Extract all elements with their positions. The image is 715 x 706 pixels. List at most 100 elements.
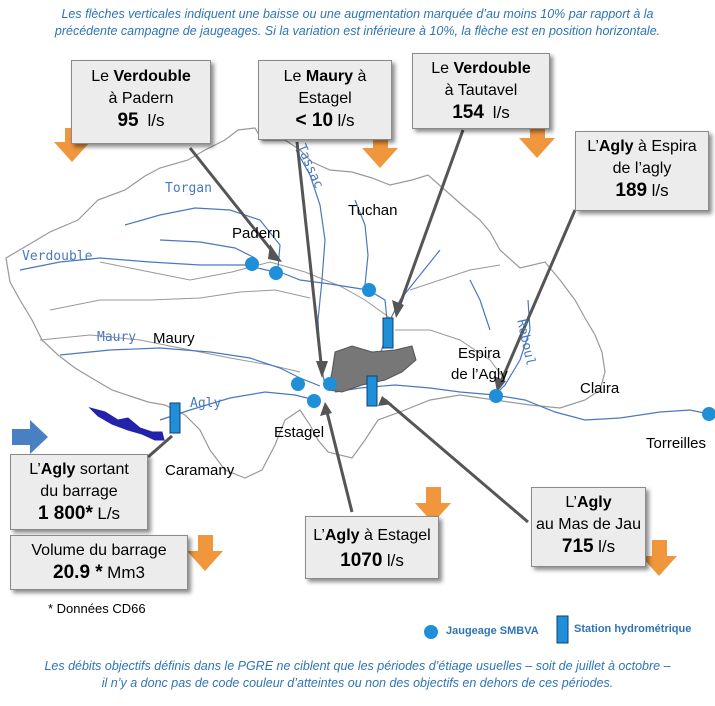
site-name: du barrage bbox=[40, 483, 118, 500]
gauge-point bbox=[702, 407, 715, 421]
arrowhead bbox=[316, 361, 328, 378]
town-caramany: Caramany bbox=[165, 462, 235, 479]
top-note: Les flèches verticales indiquent une bai… bbox=[0, 6, 715, 40]
box-prefix: Le bbox=[431, 60, 454, 77]
trend-arrow-down-masdejau bbox=[641, 540, 677, 576]
flow-value: 189 bbox=[615, 180, 648, 201]
trend-arrow-down-maury bbox=[362, 132, 398, 168]
reservoir bbox=[88, 407, 165, 441]
gauge-point bbox=[489, 389, 503, 403]
station-masdejau bbox=[366, 375, 378, 407]
river-name: Verdouble bbox=[113, 68, 191, 85]
top-note-line2: précédente campagne de jaugeages. Si la … bbox=[54, 24, 661, 38]
volume-unit: Mm3 bbox=[107, 563, 145, 582]
box-verdouble-padern: Le Verdouble à Padern 95 l/s bbox=[71, 60, 211, 144]
flow-value: 1 800* bbox=[37, 503, 93, 524]
site-name: au Mas de Jau bbox=[536, 516, 641, 533]
legend-station-symbol bbox=[556, 615, 569, 644]
river-label-torgan: Torgan bbox=[165, 181, 212, 196]
arrowhead bbox=[378, 396, 392, 406]
trend-arrow-down-padern bbox=[54, 128, 90, 162]
volume-label: Volume du barrage bbox=[31, 542, 167, 559]
subbasin-line bbox=[99, 261, 391, 319]
subbasin-line bbox=[49, 289, 311, 311]
site-name: Estagel bbox=[298, 90, 352, 107]
arrowhead bbox=[268, 244, 282, 262]
gauge-point bbox=[362, 283, 376, 297]
trend-arrow-down-estagel bbox=[415, 487, 451, 523]
arrowhead bbox=[494, 376, 506, 392]
box-prefix: Le bbox=[283, 68, 306, 85]
river-label-maury: Maury bbox=[97, 330, 137, 345]
flow-value: 154 bbox=[452, 102, 484, 123]
pointer-tautavel bbox=[396, 129, 465, 311]
town-estagel: Estagel bbox=[274, 424, 325, 441]
river-label-agly: Agly bbox=[190, 396, 222, 411]
flow-value: 1070 bbox=[340, 550, 383, 571]
bottom-note-line2: il n’y a donc pas de code couleur d’atte… bbox=[101, 676, 614, 690]
legend-station: Station hydrométrique bbox=[574, 623, 692, 635]
trend-arrow-right-barrage bbox=[12, 420, 48, 454]
flow-unit: l/s bbox=[598, 537, 616, 556]
town-espira: Espira bbox=[458, 345, 501, 362]
river-name: Agly bbox=[40, 461, 76, 478]
box-agly-masdejau: L’Agly au Mas de Jau 715 l/s bbox=[531, 487, 646, 567]
arrowhead bbox=[392, 300, 404, 318]
town-tuchan: Tuchan bbox=[348, 202, 398, 219]
legend-gauge-symbol bbox=[424, 625, 438, 639]
pointer-padern bbox=[188, 147, 278, 257]
arrowhead bbox=[320, 402, 332, 416]
trend-arrow-down-tautavel bbox=[519, 122, 555, 158]
box-verdouble-tautavel: Le Verdouble à Tautavel 154 l/s bbox=[412, 53, 550, 129]
box-prefix: L’ bbox=[29, 461, 41, 478]
flow-unit: l/s bbox=[147, 111, 165, 130]
flow-value: 715 bbox=[561, 536, 594, 557]
station-tautavel bbox=[382, 317, 394, 349]
flow-unit: l/s bbox=[337, 111, 355, 130]
top-note-line1: Les flèches verticales indiquent une bai… bbox=[61, 7, 654, 21]
box-prefix: L’ bbox=[565, 494, 577, 511]
box-agly-barrage: L’Agly sortant du barrage 1 800* L/s bbox=[10, 454, 148, 530]
flow-unit: l/s bbox=[651, 181, 669, 200]
river-name: Agly bbox=[576, 494, 612, 511]
gauge-point bbox=[291, 377, 305, 391]
pointer-masdejau bbox=[384, 398, 529, 524]
box-suffix: à bbox=[353, 68, 367, 85]
pointer-espira bbox=[498, 209, 577, 385]
box-suffix: sortant bbox=[75, 461, 129, 478]
pointer-estagel bbox=[325, 411, 354, 513]
box-suffix: à Espira bbox=[633, 138, 697, 155]
gauge-point bbox=[245, 257, 259, 271]
river-name: Verdouble bbox=[453, 60, 531, 77]
flow-unit: L/s bbox=[97, 504, 121, 523]
bottom-note-line1: Les débits objectifs définis dans le PGR… bbox=[44, 659, 671, 673]
box-prefix: L’ bbox=[587, 138, 599, 155]
box-suffix: à Estagel bbox=[359, 527, 431, 544]
box-prefix: L’ bbox=[313, 527, 325, 544]
box-volume-barrage: Volume du barrage 20.9 * Mm3 bbox=[10, 535, 188, 590]
gauge-point bbox=[323, 377, 337, 391]
footnote-cd66: * Données CD66 bbox=[48, 601, 146, 616]
flow-unit: l/s bbox=[492, 103, 510, 122]
box-prefix: Le bbox=[91, 68, 114, 85]
site-name: à Tautavel bbox=[444, 82, 518, 99]
subbasin-line bbox=[395, 329, 506, 381]
box-agly-espira: L’Agly à Espira de l’agly 189 l/s bbox=[575, 131, 709, 211]
river-name: Agly bbox=[598, 138, 634, 155]
site-name: de l’agly bbox=[612, 160, 672, 177]
subbasin-line bbox=[409, 264, 501, 291]
flow-unit: l/s bbox=[386, 551, 404, 570]
volume-value: 20.9 * bbox=[53, 562, 103, 583]
flow-value: < 10 bbox=[295, 110, 334, 131]
pointer-maury bbox=[295, 141, 324, 373]
station-barrage bbox=[169, 402, 181, 434]
flow-value: 95 bbox=[117, 110, 139, 131]
bottom-note: Les débits objectifs définis dans le PGR… bbox=[0, 658, 715, 692]
box-maury-estagel: Le Maury à Estagel < 10 l/s bbox=[258, 60, 392, 140]
town-claira: Claira bbox=[580, 380, 620, 397]
town-torreilles: Torreilles bbox=[646, 435, 707, 452]
river-name: Maury bbox=[305, 68, 354, 85]
town-padern: Padern bbox=[232, 225, 281, 242]
box-agly-estagel: L’Agly à Estagel 1070 l/s bbox=[305, 516, 439, 579]
town-espira-agly: de l’Agly bbox=[451, 366, 508, 383]
